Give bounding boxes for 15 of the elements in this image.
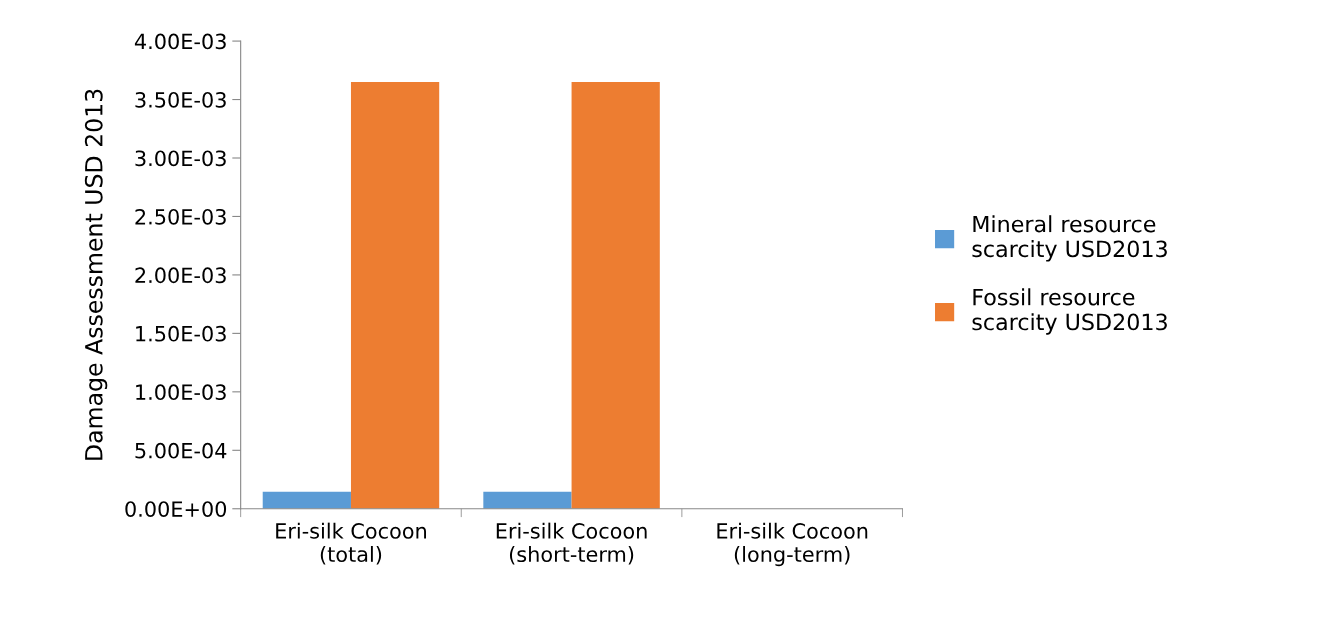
- legend-label: Fossil resource scarcity USD2013: [972, 288, 1167, 335]
- y-tick-label: 1.50E-03: [136, 325, 226, 342]
- y-tick-label: 5.00E-04: [135, 442, 227, 459]
- x-tick-label: Eri-silk Cocoon (long-term): [717, 522, 868, 567]
- y-tick-label: 0.00E+00: [125, 501, 227, 517]
- x-tick-label: Eri-silk Cocoon (total): [276, 522, 426, 565]
- x-tick-label: Eri-silk Cocoon (short-term): [496, 522, 647, 565]
- y-tick-label: 4.00E-03: [134, 33, 226, 50]
- y-axis-title: Damage Assessment USD 2013: [84, 89, 108, 460]
- y-tick-label: 2.00E-03: [135, 267, 226, 284]
- y-tick-label: 3.00E-03: [135, 150, 226, 167]
- y-tick-label: 1.00E-03: [136, 384, 226, 401]
- legend-label: Mineral resource scarcity USD2013: [972, 215, 1167, 262]
- y-tick-label: 3.50E-03: [135, 91, 226, 108]
- y-tick-label: 2.50E-03: [135, 208, 226, 225]
